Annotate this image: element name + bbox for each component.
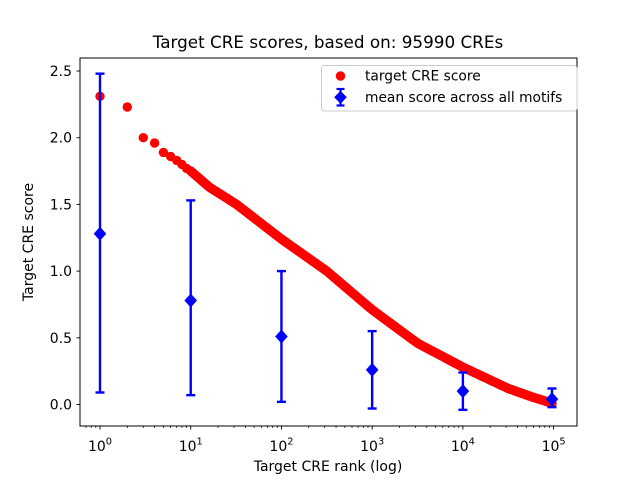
y-tick-label: 1.5 xyxy=(50,197,72,213)
x-tick-label: 103 xyxy=(360,437,384,456)
legend-box xyxy=(321,65,578,112)
x-tick-label: 101 xyxy=(179,437,203,456)
red-scatter-series xyxy=(95,91,557,408)
red-scatter-point xyxy=(122,102,132,112)
x-axis-ticks: 100 101 102 103 104 105 xyxy=(85,426,566,456)
legend-red-circle-icon xyxy=(335,71,346,81)
legend-entry-target-cre-score: target CRE score xyxy=(365,69,481,85)
axes-frame xyxy=(79,57,578,427)
legend: target CRE score mean score across all m… xyxy=(321,65,578,112)
y-tick-label: 0.5 xyxy=(50,331,72,347)
blue-errorbar-series xyxy=(93,72,559,412)
mean-diamond-marker xyxy=(184,293,198,308)
red-scatter-point xyxy=(158,147,169,158)
y-tick-label: 1.0 xyxy=(50,264,72,280)
x-tick-label: 100 xyxy=(88,437,112,456)
chart-title: Target CRE scores, based on: 95990 CREs xyxy=(152,32,503,52)
red-scatter-point xyxy=(149,138,160,148)
y-tick-label: 0.0 xyxy=(50,398,72,414)
mean-diamond-marker xyxy=(545,392,559,407)
mean-diamond-marker xyxy=(456,384,470,399)
legend-entry-mean-score: mean score across all motifs xyxy=(365,90,562,106)
y-tick-label: 2.5 xyxy=(50,64,72,80)
x-tick-label: 105 xyxy=(542,437,566,456)
y-axis-ticks: 0.0 0.5 1.0 1.5 2.0 2.5 xyxy=(50,64,80,414)
mean-diamond-marker xyxy=(93,226,107,241)
legend-blue-errorbar-icon xyxy=(334,87,347,107)
red-scatter-point xyxy=(138,133,148,143)
x-axis-label: Target CRE rank (log) xyxy=(253,459,403,475)
y-tick-label: 2.0 xyxy=(50,131,72,147)
x-tick-label: 104 xyxy=(451,437,475,456)
y-axis-label: Target CRE score xyxy=(21,183,37,302)
mean-diamond-marker xyxy=(365,362,379,377)
mean-diamond-marker xyxy=(275,329,288,344)
x-tick-label: 102 xyxy=(269,437,293,456)
